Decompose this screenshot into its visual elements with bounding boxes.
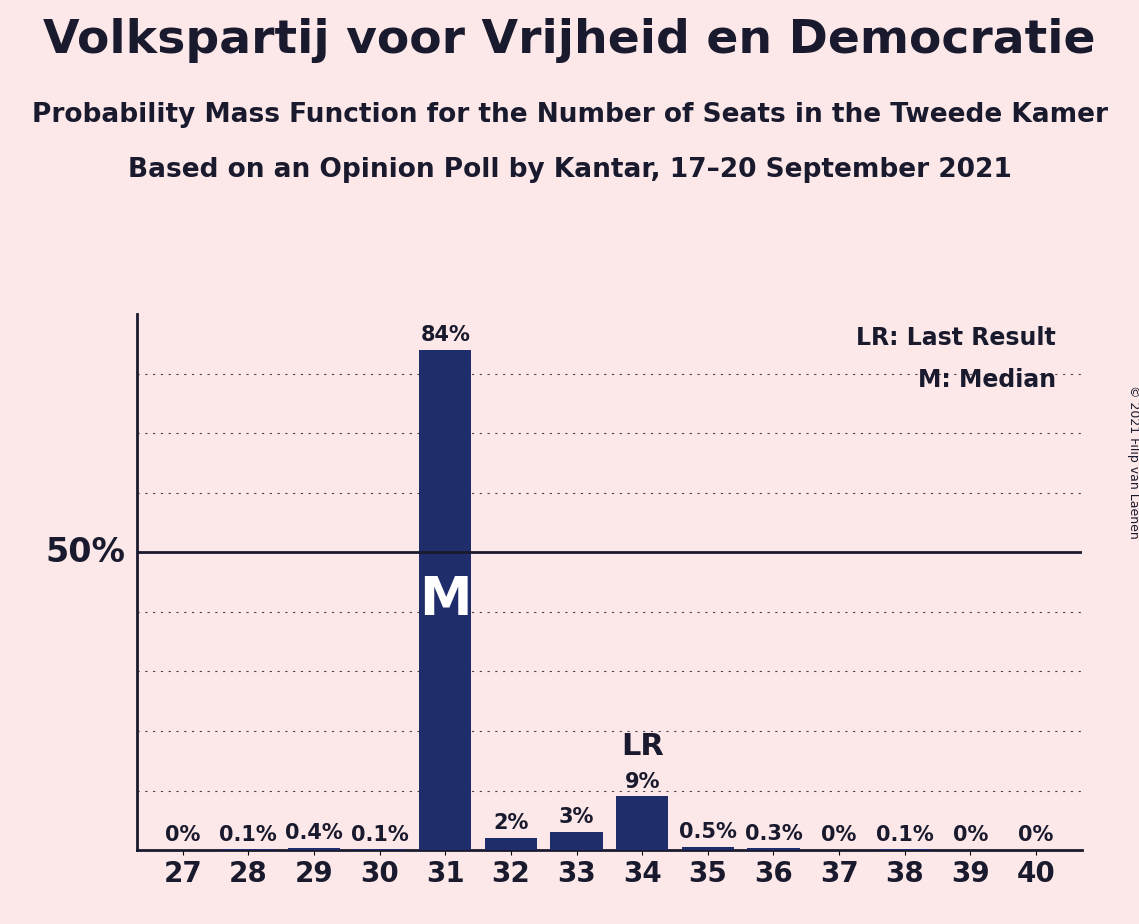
Bar <box>747 848 800 850</box>
Text: © 2021 Filip van Laenen: © 2021 Filip van Laenen <box>1126 385 1139 539</box>
Bar <box>550 833 603 850</box>
Text: 0%: 0% <box>165 825 200 845</box>
Text: 9%: 9% <box>624 772 659 792</box>
Text: 0.1%: 0.1% <box>220 825 277 845</box>
Text: 0%: 0% <box>821 825 857 845</box>
Text: M: Median: M: Median <box>918 368 1056 392</box>
Text: 0.1%: 0.1% <box>351 825 409 845</box>
Text: 0.1%: 0.1% <box>876 825 934 845</box>
Bar <box>616 796 669 850</box>
Text: LR: Last Result: LR: Last Result <box>857 326 1056 350</box>
Text: 0.3%: 0.3% <box>745 823 802 844</box>
Text: 0%: 0% <box>952 825 989 845</box>
Bar <box>288 847 341 850</box>
Text: M: M <box>419 574 472 626</box>
Text: 0.5%: 0.5% <box>679 822 737 843</box>
Bar <box>681 847 735 850</box>
Text: Based on an Opinion Poll by Kantar, 17–20 September 2021: Based on an Opinion Poll by Kantar, 17–2… <box>128 157 1011 183</box>
Text: Probability Mass Function for the Number of Seats in the Tweede Kamer: Probability Mass Function for the Number… <box>32 102 1107 128</box>
Text: LR: LR <box>621 732 664 760</box>
Text: 84%: 84% <box>420 325 470 346</box>
Text: 50%: 50% <box>46 536 125 569</box>
Text: 3%: 3% <box>559 808 595 828</box>
Text: Volkspartij voor Vrijheid en Democratie: Volkspartij voor Vrijheid en Democratie <box>43 18 1096 64</box>
Bar <box>484 838 538 850</box>
Bar <box>419 350 472 850</box>
Text: 2%: 2% <box>493 813 528 833</box>
Text: 0.4%: 0.4% <box>285 823 343 843</box>
Text: 0%: 0% <box>1018 825 1054 845</box>
